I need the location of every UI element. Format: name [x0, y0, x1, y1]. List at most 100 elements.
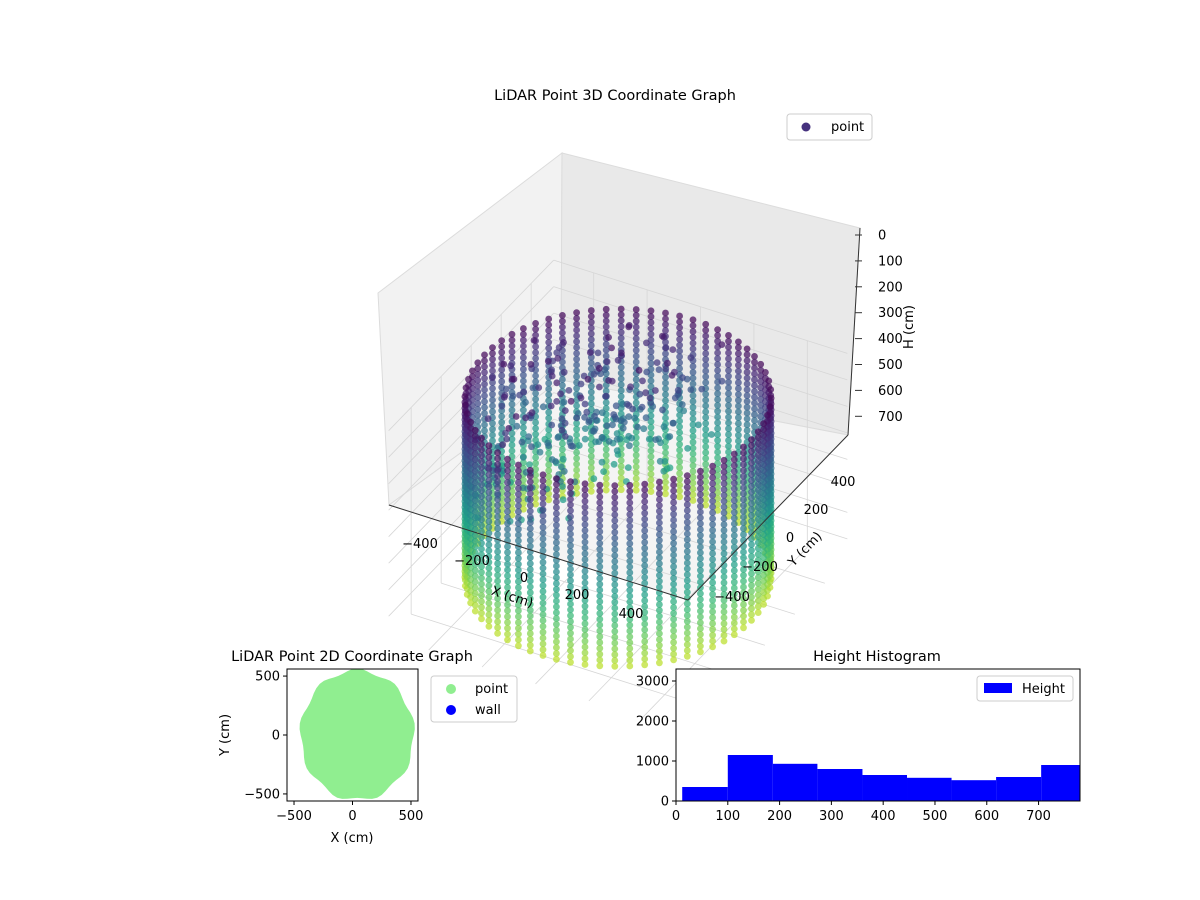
data-point: [559, 329, 566, 337]
data-point: [748, 582, 755, 589]
data-point: [507, 362, 515, 370]
data-point: [596, 493, 604, 501]
data-point: [676, 423, 683, 431]
data-point: [683, 518, 691, 526]
data-point: [709, 515, 716, 522]
data-point: [553, 638, 560, 646]
data-point: [702, 350, 710, 357]
data-point: [596, 650, 604, 658]
data-point: [539, 652, 547, 659]
data-point: [670, 493, 677, 501]
data-point: [485, 558, 493, 566]
data-point: [662, 449, 669, 457]
data-point: [632, 311, 640, 319]
data-point: [740, 554, 747, 562]
data-point: [730, 578, 738, 586]
data-point: [720, 462, 728, 470]
data-point: [575, 442, 583, 449]
data-point: [641, 626, 649, 634]
data-point: [471, 514, 479, 522]
z-tick-label: 600: [878, 384, 903, 399]
data-point: [689, 450, 697, 458]
data-point: [494, 536, 501, 544]
data-point: [539, 646, 547, 654]
data-point: [471, 537, 479, 545]
data-point: [697, 543, 704, 551]
data-point: [515, 560, 522, 568]
data-point: [714, 425, 721, 433]
data-point: [709, 643, 716, 651]
data-point: [553, 510, 560, 517]
data-point: [748, 459, 755, 467]
y-tick-label: 2000: [636, 715, 669, 730]
data-point: [632, 451, 640, 459]
data-point: [547, 402, 555, 410]
data-point: [626, 592, 634, 600]
data-point: [683, 542, 691, 549]
data-point: [740, 536, 747, 544]
data-point: [714, 396, 721, 403]
data-point: [526, 566, 534, 573]
data-point: [467, 418, 474, 426]
data-point: [720, 585, 728, 592]
data-point: [596, 575, 604, 582]
data-point: [697, 631, 704, 638]
data-point: [714, 361, 721, 368]
data-point: [583, 408, 591, 416]
data-point: [504, 543, 511, 550]
data-point: [709, 561, 716, 569]
data-point: [559, 358, 566, 366]
data-point: [478, 568, 485, 576]
data-point: [559, 312, 566, 319]
data-point: [718, 341, 726, 348]
data-point: [545, 449, 553, 457]
data-point: [656, 519, 663, 527]
data-point: [683, 571, 691, 579]
data-point: [481, 380, 488, 388]
data-point: [520, 388, 528, 396]
data-point: [611, 511, 619, 519]
data-point: [539, 483, 547, 490]
data-point: [751, 376, 758, 384]
data-point: [760, 461, 767, 468]
data-point: [720, 515, 728, 522]
data-point: [647, 464, 655, 472]
data-point: [697, 648, 704, 656]
data-point: [714, 431, 721, 438]
data-point: [539, 523, 547, 531]
data-point: [730, 625, 738, 633]
data-point: [567, 588, 574, 596]
data-point: [602, 311, 610, 319]
z-tick-label: 400: [878, 332, 903, 347]
data-point: [671, 394, 679, 402]
data-point: [702, 396, 710, 404]
data-point: [730, 590, 738, 598]
data-point: [498, 337, 506, 344]
data-point: [735, 414, 742, 422]
data-point: [754, 480, 762, 488]
data-point: [617, 363, 625, 371]
data-point: [709, 602, 716, 610]
data-point: [515, 601, 522, 609]
data-point: [740, 589, 747, 597]
data-point: [489, 437, 496, 445]
data-point: [494, 449, 501, 457]
data-point: [720, 474, 728, 482]
data-point: [520, 342, 527, 350]
data-point: [515, 589, 522, 597]
data-point: [683, 577, 691, 584]
data-point: [581, 608, 589, 616]
frame-histogram: [675, 668, 1081, 802]
data-point: [587, 342, 595, 349]
data-point: [720, 620, 728, 627]
data-point: [539, 605, 547, 613]
data-point: [697, 619, 704, 627]
y-tick-label: −500: [244, 787, 280, 802]
data-point: [602, 445, 610, 453]
data-point: [687, 386, 695, 393]
data-point: [596, 592, 604, 600]
grid-line: [553, 392, 848, 487]
data-point: [478, 516, 485, 524]
data-point: [573, 425, 580, 433]
